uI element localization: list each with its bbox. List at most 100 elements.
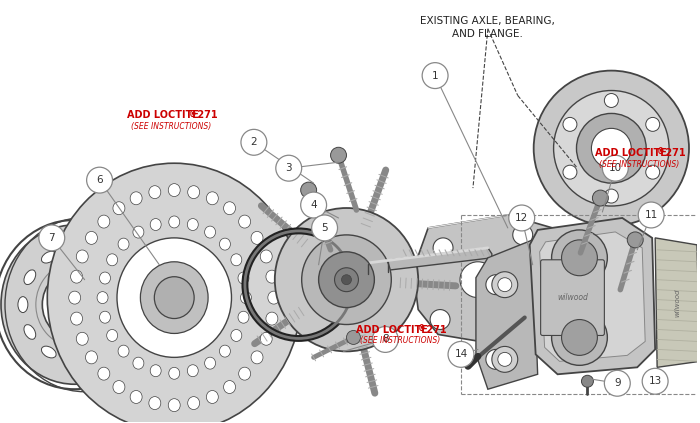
Circle shape — [509, 205, 535, 231]
Circle shape — [448, 341, 474, 367]
Ellipse shape — [48, 163, 301, 423]
Polygon shape — [530, 218, 655, 374]
Text: 12: 12 — [515, 213, 528, 223]
Ellipse shape — [93, 251, 108, 263]
Ellipse shape — [76, 250, 88, 263]
Ellipse shape — [98, 367, 110, 380]
Text: ®: ® — [189, 110, 197, 119]
Ellipse shape — [106, 254, 118, 266]
Circle shape — [554, 91, 669, 206]
Circle shape — [577, 113, 646, 183]
Ellipse shape — [130, 390, 142, 404]
Circle shape — [486, 275, 506, 295]
Circle shape — [422, 63, 448, 88]
Ellipse shape — [204, 357, 216, 369]
Ellipse shape — [188, 365, 198, 377]
Ellipse shape — [113, 270, 125, 285]
Ellipse shape — [238, 272, 249, 284]
Ellipse shape — [251, 351, 263, 364]
Ellipse shape — [260, 332, 272, 345]
Circle shape — [302, 235, 391, 324]
Text: 271: 271 — [662, 148, 686, 158]
Ellipse shape — [150, 365, 161, 377]
Ellipse shape — [188, 219, 198, 231]
Ellipse shape — [24, 324, 36, 339]
Ellipse shape — [231, 330, 241, 341]
Circle shape — [241, 129, 267, 155]
Ellipse shape — [66, 245, 83, 255]
Text: 271: 271 — [194, 110, 218, 121]
Ellipse shape — [98, 215, 110, 228]
Text: 5: 5 — [321, 223, 328, 233]
Ellipse shape — [141, 262, 208, 333]
Circle shape — [563, 118, 577, 132]
Ellipse shape — [251, 231, 263, 244]
Ellipse shape — [188, 397, 200, 409]
Ellipse shape — [41, 346, 56, 358]
Ellipse shape — [133, 226, 144, 238]
Ellipse shape — [239, 367, 251, 380]
Polygon shape — [351, 248, 492, 275]
Ellipse shape — [118, 238, 129, 250]
Circle shape — [346, 330, 360, 344]
Ellipse shape — [223, 381, 235, 393]
Text: 2: 2 — [251, 137, 257, 147]
Circle shape — [646, 118, 659, 132]
Ellipse shape — [266, 270, 278, 283]
Ellipse shape — [169, 216, 180, 228]
Circle shape — [516, 308, 536, 327]
Ellipse shape — [118, 345, 129, 357]
Ellipse shape — [99, 272, 111, 284]
Text: 1: 1 — [432, 71, 438, 81]
Ellipse shape — [85, 351, 97, 364]
Text: ADD LOCTITE: ADD LOCTITE — [127, 110, 199, 121]
Ellipse shape — [76, 332, 88, 345]
Text: 14: 14 — [454, 349, 468, 360]
Ellipse shape — [42, 270, 107, 339]
Ellipse shape — [169, 367, 180, 379]
Ellipse shape — [71, 270, 83, 283]
Circle shape — [87, 167, 113, 193]
Circle shape — [335, 268, 358, 291]
Ellipse shape — [168, 184, 180, 197]
Circle shape — [460, 262, 496, 298]
Ellipse shape — [1, 225, 148, 384]
Text: ®: ® — [657, 148, 664, 157]
Circle shape — [492, 272, 518, 298]
Ellipse shape — [188, 186, 200, 199]
Circle shape — [603, 155, 629, 181]
Text: 8: 8 — [382, 335, 389, 344]
Ellipse shape — [85, 231, 97, 244]
Circle shape — [604, 370, 630, 396]
Circle shape — [561, 240, 597, 276]
Ellipse shape — [24, 270, 36, 285]
Circle shape — [486, 349, 506, 369]
Circle shape — [627, 232, 643, 248]
Circle shape — [513, 225, 533, 245]
Ellipse shape — [154, 277, 194, 319]
Circle shape — [561, 319, 597, 355]
Circle shape — [533, 71, 689, 226]
Ellipse shape — [238, 311, 249, 323]
Ellipse shape — [71, 312, 83, 325]
Ellipse shape — [133, 357, 144, 369]
Circle shape — [552, 230, 608, 286]
FancyBboxPatch shape — [540, 260, 604, 335]
Text: (SEE INSTRUCTIONS): (SEE INSTRUCTIONS) — [599, 160, 680, 169]
Circle shape — [38, 225, 64, 251]
Ellipse shape — [260, 250, 272, 263]
Text: ®: ® — [418, 324, 426, 333]
Ellipse shape — [106, 330, 118, 341]
Ellipse shape — [149, 397, 161, 409]
Ellipse shape — [204, 226, 216, 238]
Circle shape — [592, 190, 608, 206]
Polygon shape — [540, 232, 645, 361]
Ellipse shape — [220, 238, 230, 250]
Polygon shape — [476, 240, 538, 389]
Text: 6: 6 — [97, 175, 103, 185]
Text: 7: 7 — [48, 233, 55, 243]
Circle shape — [582, 375, 594, 387]
Ellipse shape — [41, 251, 56, 263]
Ellipse shape — [93, 346, 108, 358]
Ellipse shape — [18, 297, 28, 313]
